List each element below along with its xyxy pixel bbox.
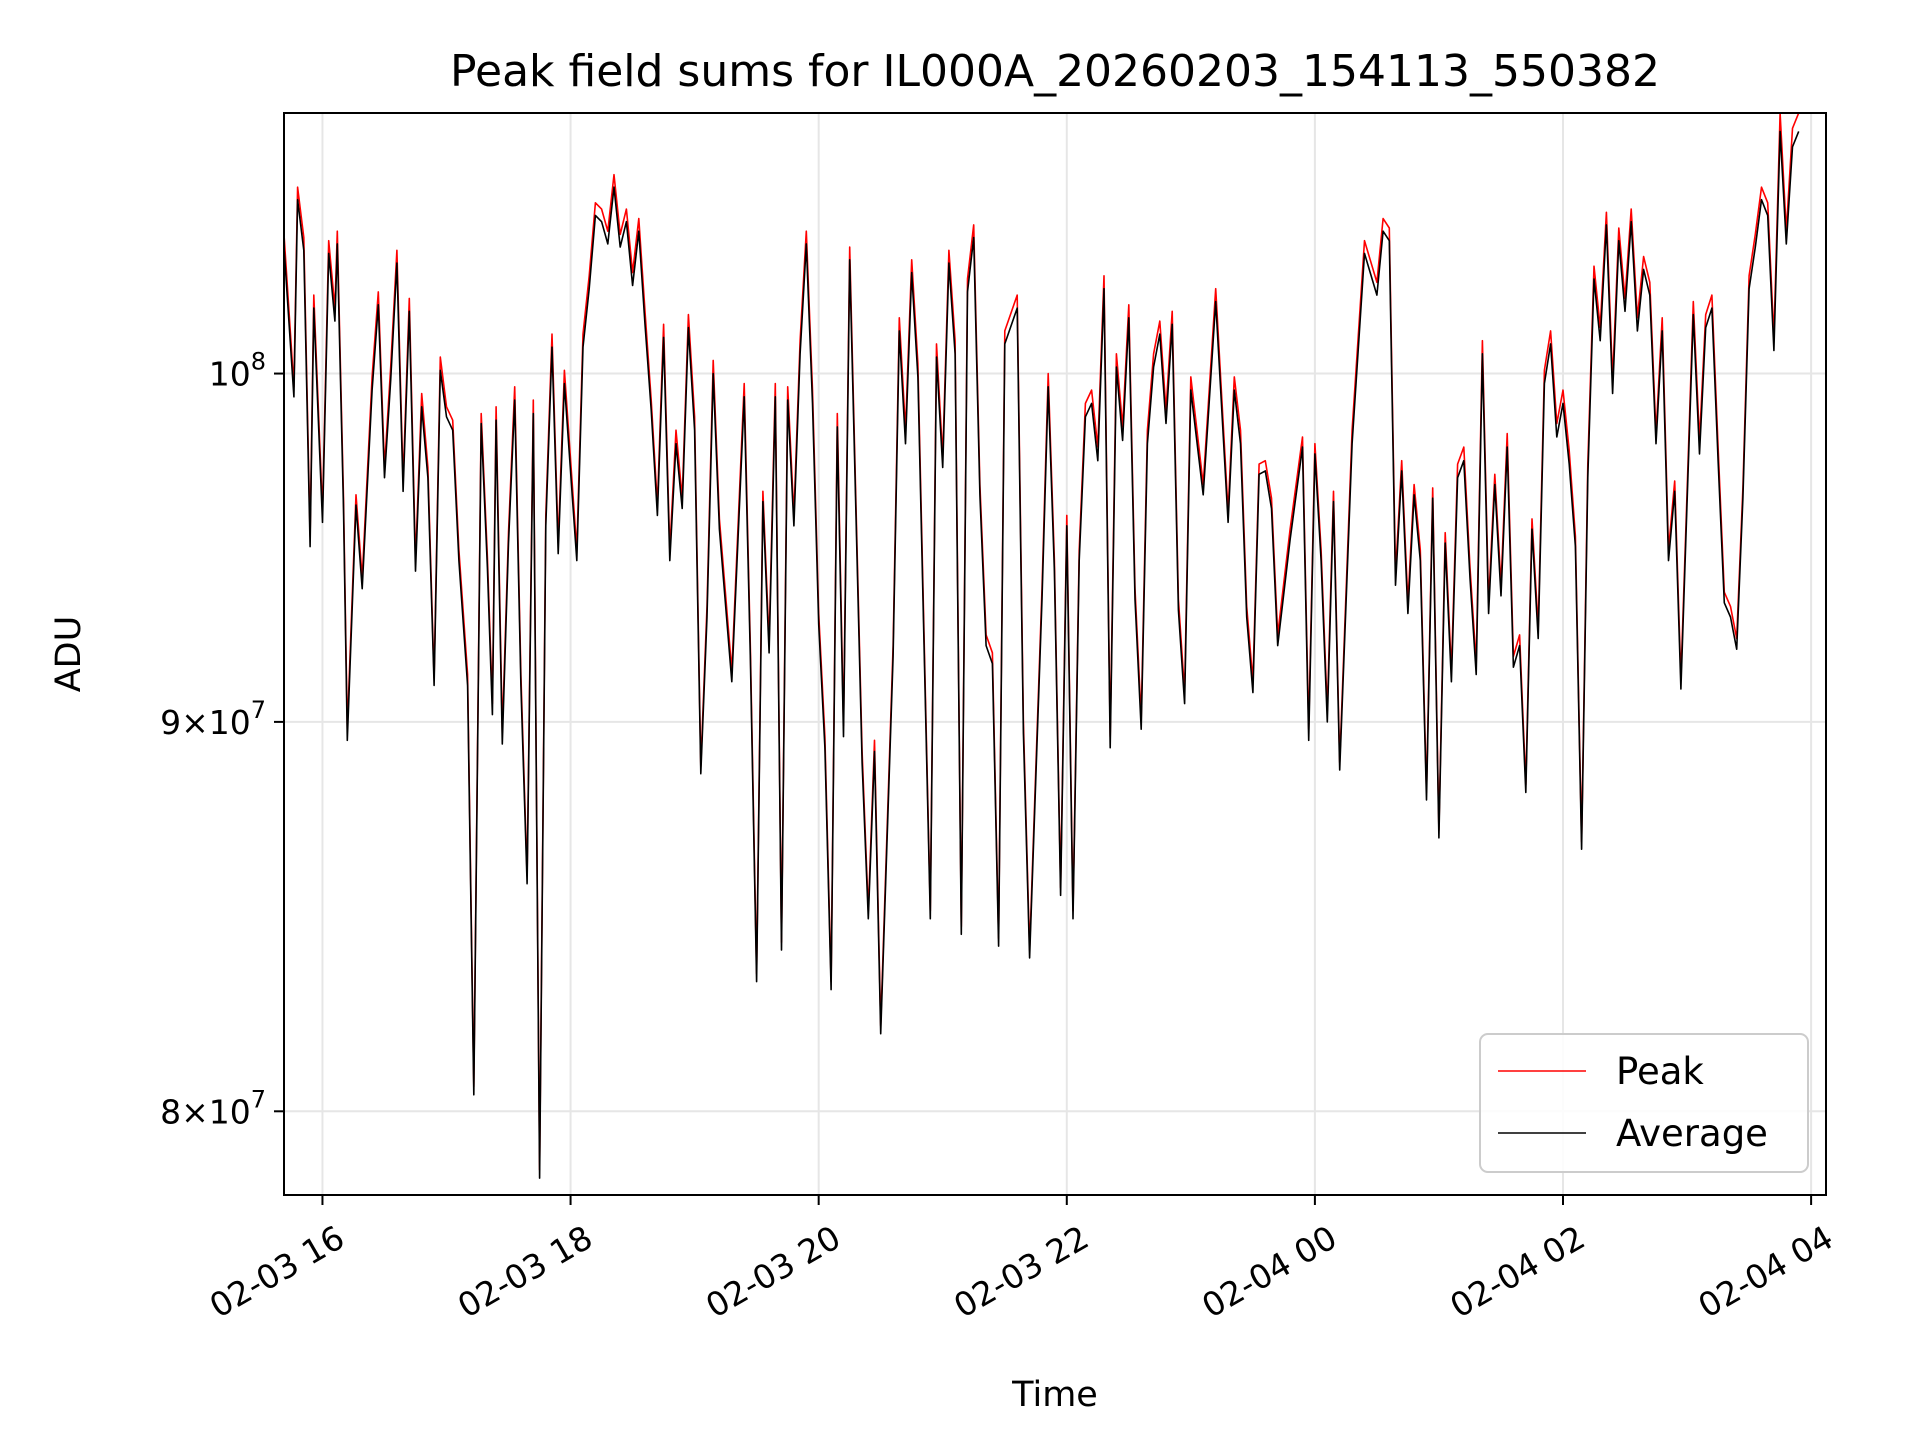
y-tick-exponent: 7 — [251, 1085, 266, 1113]
y-tick-mantissa: 8 — [160, 1092, 181, 1131]
y-tick-label: 9×107 — [160, 696, 266, 742]
x-axis-label: Time — [1011, 1375, 1098, 1415]
y-tick-exponent: 7 — [251, 696, 266, 724]
y-tick-times: × — [181, 703, 209, 742]
plot-frame — [283, 112, 1827, 1196]
series-line-average — [284, 130, 1800, 1179]
legend-label-average: Average — [1616, 1112, 1768, 1155]
y-tick-mantissa: 9 — [160, 703, 181, 742]
legend-label-peak: Peak — [1616, 1050, 1704, 1093]
chart-title: Peak field sums for IL000A_20260203_1541… — [450, 46, 1660, 97]
y-tick-exponent: 8 — [251, 348, 266, 376]
series-layer — [284, 113, 1800, 1179]
legend: Peak Average — [1479, 1033, 1809, 1173]
y-tick-base: 10 — [209, 1092, 251, 1131]
legend-box — [1479, 1033, 1809, 1173]
y-axis-label: ADU — [49, 616, 89, 693]
y-tick-base: 10 — [209, 355, 251, 394]
y-tick-label: 108 — [209, 348, 266, 394]
y-tick-base: 10 — [209, 703, 251, 742]
y-tick-label: 8×107 — [160, 1085, 266, 1131]
y-tick-times: × — [181, 1092, 209, 1131]
